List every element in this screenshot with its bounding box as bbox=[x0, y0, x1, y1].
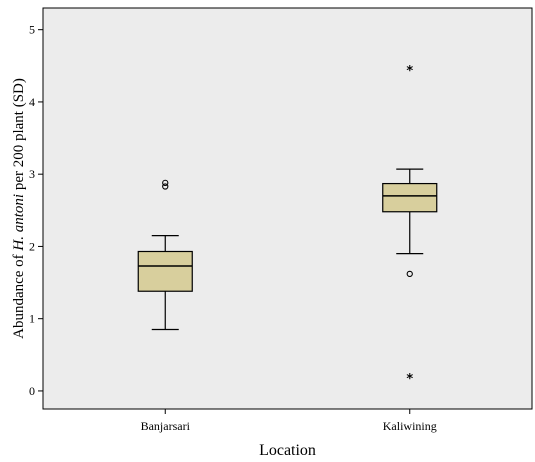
y-tick-label: 0 bbox=[29, 384, 35, 398]
box-banjarsari bbox=[137, 179, 193, 331]
outlier-point bbox=[406, 270, 413, 278]
x-tick-label: Kaliwining bbox=[383, 419, 437, 433]
x-axis-title: Location bbox=[259, 442, 316, 459]
outlier-point bbox=[162, 183, 169, 190]
outlier-point bbox=[162, 179, 169, 187]
x-tick-label: Banjarsari bbox=[141, 419, 191, 433]
box-iqr bbox=[137, 250, 193, 292]
y-tick-label: 4 bbox=[29, 95, 35, 109]
y-axis-title: Abundance of H. antoni per 200 plant (SD… bbox=[11, 78, 27, 339]
box-iqr bbox=[382, 182, 438, 213]
y-axis-title-suffix: per 200 plant (SD) bbox=[11, 78, 27, 194]
y-axis-title-prefix: Abundance of bbox=[11, 251, 27, 339]
plot-frame bbox=[42, 7, 533, 410]
y-tick-label: 5 bbox=[29, 23, 35, 37]
box-kaliwining: ** bbox=[382, 64, 438, 387]
y-tick-label: 3 bbox=[29, 167, 35, 181]
x-axis: Banjarsari Kaliwining bbox=[141, 409, 437, 433]
extreme-point: * bbox=[406, 372, 413, 387]
box-series: ** bbox=[137, 64, 438, 387]
plot-area bbox=[43, 8, 532, 409]
y-axis: 0 1 2 3 4 5 bbox=[29, 23, 43, 398]
y-tick-label: 2 bbox=[29, 239, 35, 253]
extreme-point: * bbox=[406, 64, 413, 79]
y-tick-label: 1 bbox=[29, 312, 35, 326]
y-axis-title-species: H. antoni bbox=[11, 194, 27, 252]
